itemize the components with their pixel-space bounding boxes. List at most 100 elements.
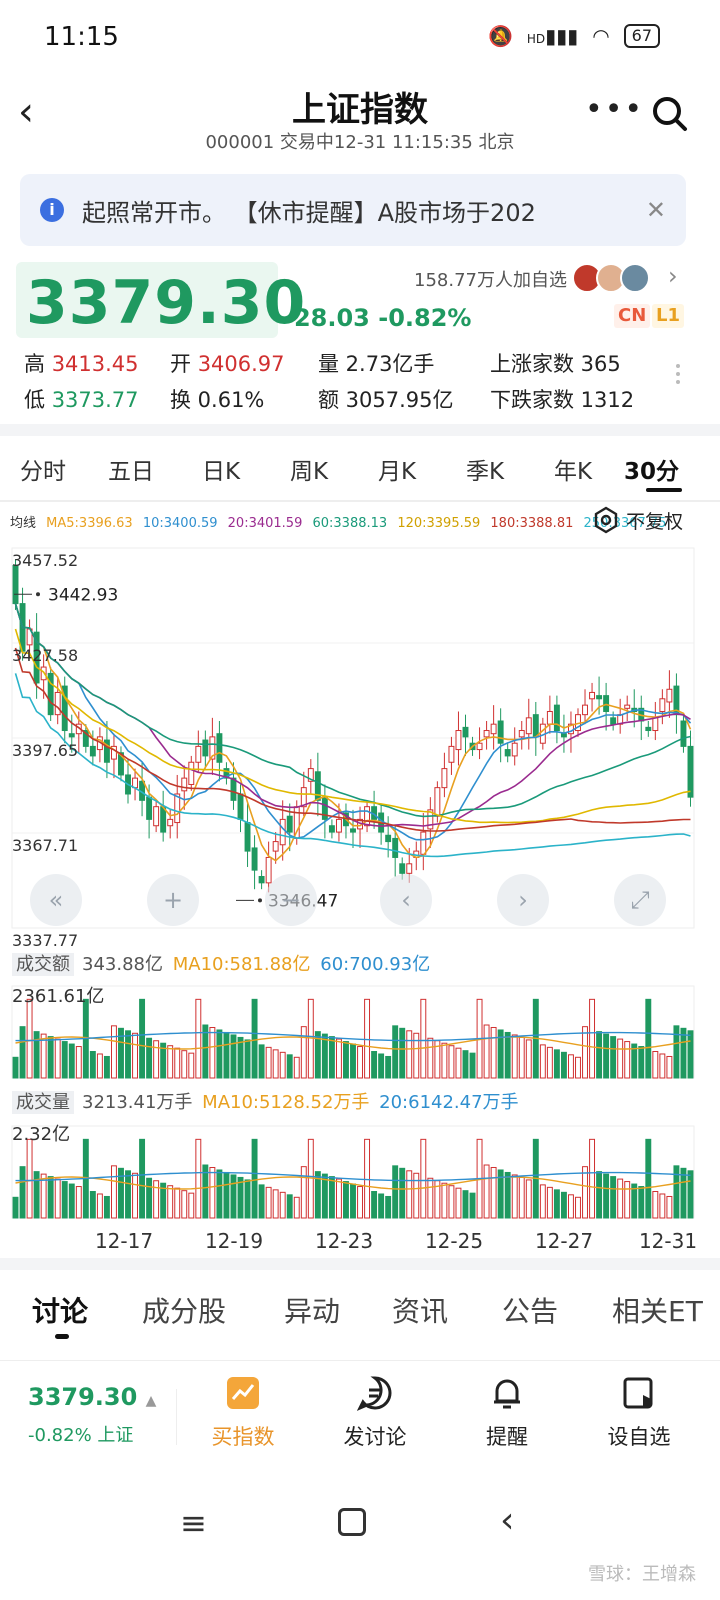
next-icon[interactable] bbox=[497, 874, 549, 926]
tab-five-day[interactable]: 五日 bbox=[108, 459, 154, 485]
volume-bar bbox=[153, 1180, 160, 1219]
tab-discussion[interactable]: 讨论 bbox=[32, 1295, 89, 1328]
candle-body bbox=[392, 837, 399, 858]
volume-bar bbox=[504, 1171, 511, 1219]
chart-nav-buttons[interactable]: « + − ‹ › ⤢ bbox=[30, 874, 666, 926]
candle-body bbox=[272, 841, 279, 852]
volume-bar bbox=[553, 1189, 560, 1219]
volume-bar bbox=[469, 1052, 476, 1079]
adjust-toggle[interactable]: 不复权 bbox=[592, 506, 683, 534]
active-tab-indicator bbox=[646, 488, 682, 492]
volume-bar bbox=[364, 1138, 371, 1219]
volume-bar bbox=[153, 1040, 160, 1079]
search-button[interactable] bbox=[650, 94, 690, 138]
amount-legend: 成交额 343.88亿 MA10:581.88亿 60:700.93亿 bbox=[12, 950, 430, 976]
tab-constituents[interactable]: 成分股 bbox=[142, 1295, 227, 1328]
volume-bar bbox=[188, 1192, 195, 1219]
volume-bar bbox=[603, 1033, 610, 1079]
watermark: 雪球：王增森 bbox=[588, 1564, 696, 1585]
candle-body bbox=[434, 787, 441, 817]
bell-icon bbox=[494, 1379, 520, 1409]
market-notice[interactable]: i 起照常开市。 【休市提醒】A股市场于202 ✕ bbox=[20, 174, 686, 246]
tab-related-etf[interactable]: 相关ET bbox=[612, 1295, 703, 1328]
volume-bar bbox=[413, 1172, 420, 1219]
buy-index-button[interactable]: 买指数 bbox=[188, 1375, 298, 1451]
tab-intraday[interactable]: 分时 bbox=[20, 459, 66, 485]
volume-bar bbox=[357, 1186, 363, 1219]
scroll-left-icon[interactable] bbox=[30, 874, 82, 926]
candle-body bbox=[68, 733, 75, 738]
volume-bar bbox=[279, 1191, 286, 1219]
volume-bar bbox=[125, 1030, 131, 1079]
zoom-in-icon[interactable] bbox=[147, 874, 199, 926]
ma-legend-label: 均线 bbox=[10, 516, 37, 531]
ma-legend[interactable]: 均线 MA5:3396.63 10:3400.59 20:3401.59 60:… bbox=[10, 512, 672, 531]
adjust-label: 不复权 bbox=[626, 510, 684, 533]
follower-avatars[interactable] bbox=[572, 263, 650, 293]
amount-tag: 成交额 bbox=[12, 953, 74, 976]
candle-body bbox=[251, 847, 258, 871]
max-marker-dot bbox=[36, 592, 40, 597]
tab-yearly-k[interactable]: 年K bbox=[554, 459, 593, 485]
more-button[interactable]: ••• bbox=[585, 92, 645, 127]
x-axis-ticks: 12-17 12-19 12-23 12-25 12-27 12-31 bbox=[95, 1229, 697, 1253]
tab-quarterly-k[interactable]: 季K bbox=[466, 459, 505, 485]
volume-bar bbox=[174, 1187, 181, 1219]
tab-movements[interactable]: 异动 bbox=[284, 1295, 341, 1328]
footer-price: 3379.30 ▲ bbox=[28, 1383, 156, 1411]
footer-change: -0.82% 上证 bbox=[28, 1425, 134, 1446]
tab-daily-k[interactable]: 日K bbox=[202, 459, 241, 485]
volume-bar bbox=[314, 1031, 321, 1079]
search-icon bbox=[653, 97, 687, 131]
home-icon[interactable] bbox=[338, 1508, 366, 1536]
ma120-value: 120:3395.59 bbox=[397, 516, 481, 531]
menu-icon[interactable]: ≡ bbox=[180, 1504, 207, 1542]
prev-icon[interactable] bbox=[380, 874, 432, 926]
ma250-value: 250:3367.75 bbox=[583, 516, 667, 531]
drag-handle-icon[interactable] bbox=[676, 360, 682, 388]
tab-30min[interactable]: 30分 bbox=[624, 459, 680, 485]
volume-bar bbox=[652, 1191, 659, 1219]
volume-bar bbox=[272, 1189, 279, 1219]
post-discussion-label: 发讨论 bbox=[343, 1425, 407, 1449]
divider bbox=[0, 500, 720, 502]
zoom-out-icon[interactable] bbox=[265, 874, 317, 926]
tab-monthly-k[interactable]: 月K bbox=[378, 459, 417, 485]
back-button[interactable]: ‹ bbox=[18, 89, 34, 135]
volume-bar bbox=[335, 1178, 342, 1219]
fullscreen-icon[interactable] bbox=[614, 874, 666, 926]
volume-bar bbox=[462, 1190, 469, 1219]
chevron-right-icon[interactable]: › bbox=[668, 262, 678, 290]
tab-announcements[interactable]: 公告 bbox=[502, 1295, 559, 1328]
candle-body bbox=[420, 831, 427, 855]
fullscreen-icon-glyph: ⤢ bbox=[630, 886, 649, 914]
back-nav-icon[interactable]: ‹ bbox=[500, 1500, 515, 1541]
volume-bar bbox=[406, 1170, 413, 1219]
volume-bar bbox=[286, 1054, 293, 1079]
close-icon[interactable]: ✕ bbox=[645, 196, 666, 224]
alert-button[interactable]: 提醒 bbox=[452, 1375, 562, 1451]
candle-body bbox=[153, 806, 160, 827]
volume-bar bbox=[209, 1166, 216, 1219]
volume-bar bbox=[54, 1038, 61, 1079]
candle-body bbox=[118, 752, 124, 776]
tab-weekly-k[interactable]: 周K bbox=[290, 459, 329, 485]
amount-ma10: MA10:581.88亿 bbox=[172, 954, 311, 975]
volume-bar bbox=[378, 1193, 385, 1219]
post-discussion-button[interactable]: 发讨论 bbox=[320, 1375, 430, 1451]
volume-bar bbox=[68, 1043, 75, 1079]
volume-bar bbox=[258, 1184, 265, 1219]
y-tick-label: 3367.71 bbox=[12, 836, 78, 855]
volume-bar bbox=[610, 1036, 617, 1079]
candle-body bbox=[511, 742, 518, 757]
volume-bar bbox=[110, 1025, 117, 1079]
volume-bar bbox=[195, 998, 202, 1079]
add-watchlist-button[interactable]: 设自选 bbox=[584, 1375, 694, 1451]
kline-chart[interactable]: 3457.52 3427.58 3397.65 3367.71 3337.77 3442… bbox=[0, 538, 720, 1258]
page-title: 上证指数 bbox=[292, 90, 428, 130]
candle-body bbox=[645, 726, 652, 732]
candle-body bbox=[230, 777, 237, 801]
followers-count[interactable]: 158.77万人加自选 bbox=[414, 270, 567, 291]
tab-news[interactable]: 资讯 bbox=[392, 1295, 449, 1328]
ma180-line bbox=[14, 647, 691, 832]
